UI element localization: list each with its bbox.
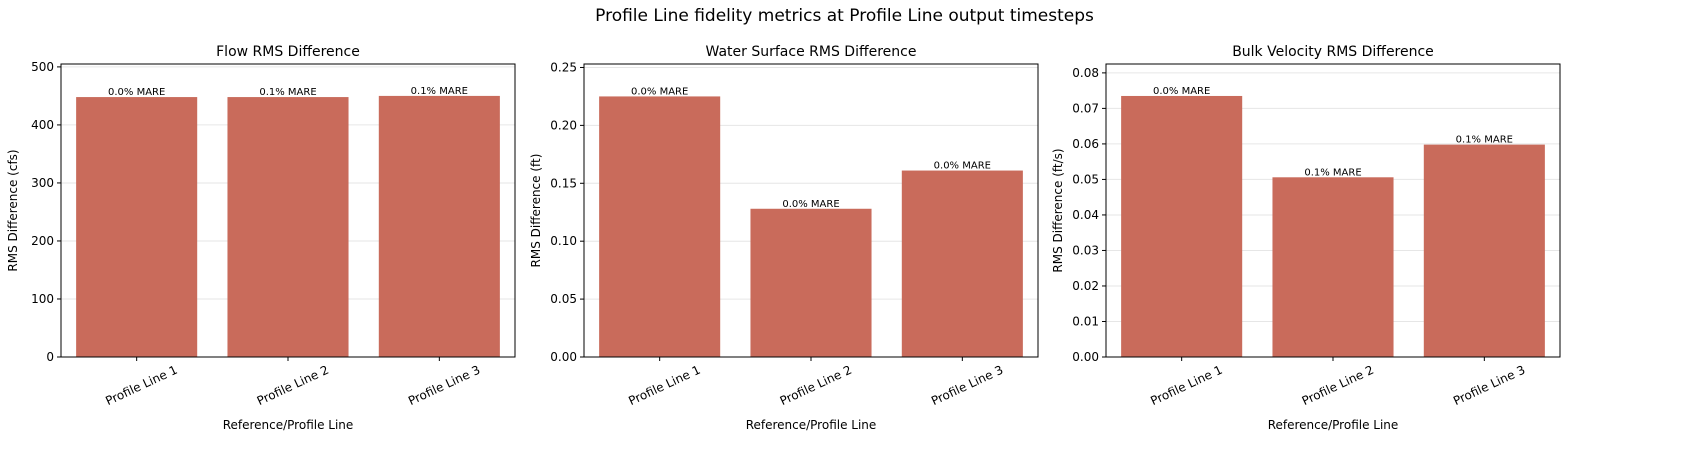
chart-panel-3: 0.0% MARE 0.1% MARE 0.1% MARE 0.00 0.01 0.02 0… [1051, 44, 1561, 432]
y-axis-label: RMS Difference (cfs) [6, 149, 20, 271]
y-tick-label: 0.03 [1072, 243, 1099, 257]
x-tick-label: Profile Line 2 [255, 363, 331, 408]
chart-title: Water Surface RMS Difference [706, 44, 917, 60]
y-tick-label: 0.02 [1072, 279, 1099, 293]
bar-1 [1121, 95, 1243, 358]
bar-annotation-2: 0.1% MARE [259, 87, 316, 98]
y-tick-label: 400 [31, 118, 54, 132]
y-tick-label: 0.15 [550, 176, 577, 190]
x-tick-label: Profile Line 3 [406, 363, 482, 408]
bar-2 [227, 97, 349, 357]
x-tick-label: Profile Line 1 [1148, 363, 1224, 408]
bar-annotation-1: 0.0% MARE [631, 86, 688, 97]
y-tick-label: 100 [31, 292, 54, 306]
bar-annotation-1: 0.0% MARE [108, 87, 165, 98]
figure-title: Profile Line fidelity metrics at Profile… [595, 6, 1094, 26]
bar-2 [750, 208, 872, 357]
x-tick-label: Profile Line 2 [1300, 363, 1376, 408]
y-tick-label: 0.00 [550, 350, 577, 364]
bar-annotation-3: 0.0% MARE [934, 161, 991, 172]
bar-2 [1272, 177, 1394, 357]
y-tick-label: 0 [46, 350, 54, 364]
x-tick-label: Profile Line 3 [1451, 363, 1527, 408]
x-tick-label: Profile Line 1 [626, 363, 702, 408]
x-axis-label: Reference/Profile Line [223, 418, 354, 432]
bar-3 [901, 170, 1023, 357]
x-axis-label: Reference/Profile Line [746, 418, 877, 432]
y-axis-label: RMS Difference (ft/s) [1051, 148, 1065, 272]
y-tick-label: 0.05 [1072, 172, 1099, 186]
y-tick-label: 0.25 [550, 60, 577, 74]
y-tick-label: 500 [31, 60, 54, 74]
bar-3 [378, 95, 500, 357]
bar-annotation-2: 0.1% MARE [1304, 167, 1361, 178]
y-tick-label: 0.04 [1072, 208, 1099, 222]
bar-annotation-3: 0.1% MARE [411, 86, 468, 97]
y-tick-label: 0.06 [1072, 137, 1099, 151]
y-tick-label: 200 [31, 234, 54, 248]
bar-1 [599, 96, 721, 357]
x-tick-label: Profile Line 1 [103, 363, 179, 408]
y-tick-label: 0.00 [1072, 350, 1099, 364]
chart-panel-2: 0.0% MARE 0.0% MARE 0.0% MARE 0.00 0.05 0.10 0… [529, 44, 1039, 432]
y-tick-label: 0.07 [1072, 101, 1099, 115]
y-tick-label: 0.08 [1072, 66, 1099, 80]
y-tick-label: 0.05 [550, 292, 577, 306]
bar-annotation-3: 0.1% MARE [1456, 135, 1513, 146]
chart-title: Bulk Velocity RMS Difference [1232, 44, 1434, 60]
bar-3 [1423, 144, 1545, 357]
y-axis-label: RMS Difference (ft) [529, 154, 543, 268]
bar-annotation-2: 0.0% MARE [782, 199, 839, 210]
y-tick-label: 300 [31, 176, 54, 190]
bar-1 [76, 97, 198, 357]
y-tick-label: 0.10 [550, 234, 577, 248]
y-tick-label: 0.01 [1072, 314, 1099, 328]
x-axis-label: Reference/Profile Line [1268, 418, 1399, 432]
chart-title: Flow RMS Difference [216, 44, 360, 60]
x-tick-label: Profile Line 2 [778, 363, 854, 408]
x-tick-label: Profile Line 3 [929, 363, 1005, 408]
chart-panel-1: 0.0% MARE 0.1% MARE 0.1% MARE 0 100 200 300 400… [6, 44, 516, 432]
y-tick-label: 0.20 [550, 118, 577, 132]
bar-annotation-1: 0.0% MARE [1153, 86, 1210, 97]
